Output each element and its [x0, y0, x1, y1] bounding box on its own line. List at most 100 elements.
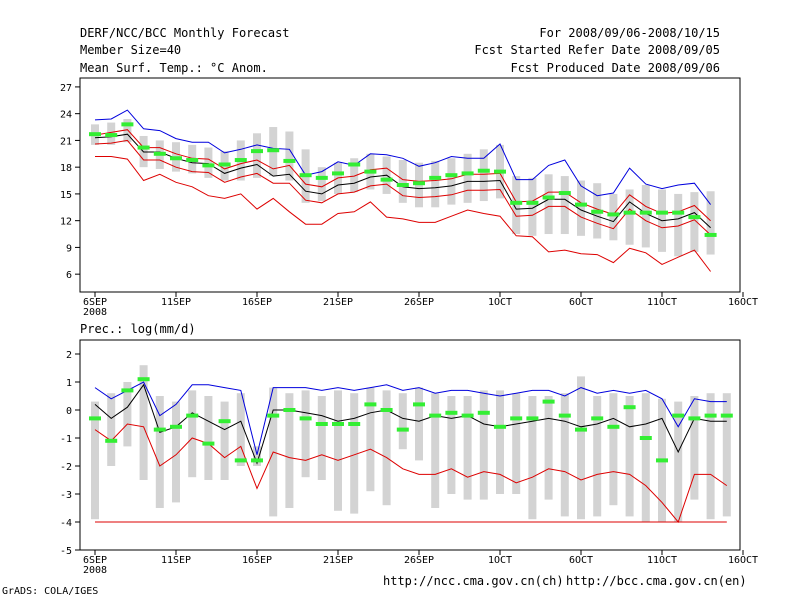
observed-marker [267, 148, 280, 153]
x-tick-label: 11SEP [161, 297, 191, 308]
spread-box [560, 176, 569, 235]
observed-marker [315, 422, 328, 426]
x-tick-label: 6SEP [83, 297, 107, 308]
observed-marker [121, 388, 134, 393]
spread-box [220, 401, 229, 480]
observed-marker [477, 410, 490, 415]
spread-box [431, 393, 440, 508]
observed-marker [105, 438, 118, 443]
observed-marker [413, 402, 425, 407]
bcc-url-link[interactable]: http://bcc.cma.gov.cn(en) [566, 574, 747, 588]
observed-marker [672, 413, 685, 418]
spread-box [560, 393, 569, 517]
y-tick-label: 27 [60, 83, 72, 94]
observed-marker [656, 210, 668, 215]
observed-marker [639, 436, 652, 440]
y-tick-label: 15 [60, 190, 72, 201]
spread-box [350, 158, 359, 193]
spread-box [431, 160, 440, 208]
observed-marker [704, 232, 717, 237]
observed-marker [510, 200, 523, 205]
spread-box [496, 390, 504, 494]
x-tick-sublabel: 2008 [83, 307, 107, 318]
x-tick-label: 6OCT [569, 297, 593, 308]
observed-marker [170, 156, 182, 161]
spread-box [609, 393, 618, 506]
observed-marker [186, 158, 199, 163]
grads-credit: GrADS: COLA/IGES [2, 586, 99, 597]
x-tick-label: 16SEP [242, 555, 272, 566]
x-tick-label: 11SEP [161, 555, 191, 566]
observed-marker [591, 209, 604, 214]
observed-marker [429, 413, 442, 418]
observed-marker [137, 145, 150, 150]
observed-marker [202, 441, 215, 446]
observed-marker [558, 413, 571, 418]
spread-box [625, 396, 634, 517]
plot-frame [79, 77, 741, 293]
observed-marker [542, 399, 555, 404]
observed-marker [251, 458, 263, 463]
spread-box [641, 185, 650, 248]
spread-box [706, 393, 715, 520]
observed-marker [364, 402, 377, 407]
spread-box [139, 365, 148, 480]
observed-marker [607, 212, 620, 217]
spread-box [447, 396, 456, 494]
y-tick-label: 1 [66, 378, 72, 389]
spread-box [463, 153, 472, 203]
observed-marker [380, 408, 393, 412]
y-tick-label: 18 [60, 163, 72, 174]
observed-marker [89, 132, 101, 137]
observed-marker [607, 424, 620, 429]
observed-marker [283, 158, 296, 163]
forecast-produced-date: Fcst Produced Date 2008/09/06 [510, 61, 720, 75]
lower-bound-line [95, 156, 711, 272]
spread-box [512, 393, 521, 494]
spread-box [512, 176, 521, 235]
observed-marker [396, 183, 409, 187]
observed-marker [89, 416, 101, 421]
x-tick-sublabel: 2008 [83, 565, 107, 576]
observed-marker [461, 171, 474, 176]
observed-marker [153, 151, 166, 156]
spread-box [609, 193, 618, 241]
spread-box [722, 393, 731, 517]
spread-box [317, 396, 326, 480]
spread-box [544, 396, 553, 500]
ensemble-mean-line [94, 383, 727, 465]
spread-box [528, 177, 537, 236]
upper-bound-line [94, 109, 711, 205]
spread-box [334, 390, 342, 511]
observed-marker [267, 413, 280, 418]
observed-marker [234, 458, 247, 463]
spread-box [236, 393, 245, 466]
observed-marker [299, 173, 312, 178]
spread-box [123, 382, 132, 447]
observed-marker [704, 413, 717, 418]
x-tick-label: 6OCT [569, 555, 593, 566]
chart-title: DERF/NCC/BCC Monthly Forecast [80, 26, 290, 40]
observed-marker [526, 200, 539, 205]
observed-marker [542, 195, 555, 200]
spread-box [155, 396, 164, 508]
spread-box [253, 133, 261, 178]
observed-marker [218, 162, 231, 167]
y-tick-label: -2 [60, 462, 72, 473]
ncc-url-link[interactable]: http://ncc.cma.gov.cn(ch) [383, 574, 564, 588]
observed-marker [429, 175, 442, 180]
member-size-label: Member Size=40 [80, 43, 182, 57]
plot-frame [79, 339, 741, 551]
observed-marker [461, 413, 474, 418]
forecast-start-date: Fcst Started Refer Date 2008/09/05 [474, 43, 720, 57]
x-tick-label: 26SEP [404, 297, 434, 308]
y-tick-label: 2 [66, 350, 72, 361]
observed-marker [688, 416, 701, 421]
observed-marker [575, 202, 587, 207]
observed-marker [348, 162, 361, 167]
spread-box [188, 390, 197, 478]
spread-box [123, 119, 132, 143]
observed-marker [153, 427, 166, 432]
spread-box [577, 180, 585, 236]
upper-bound-line [94, 381, 727, 455]
